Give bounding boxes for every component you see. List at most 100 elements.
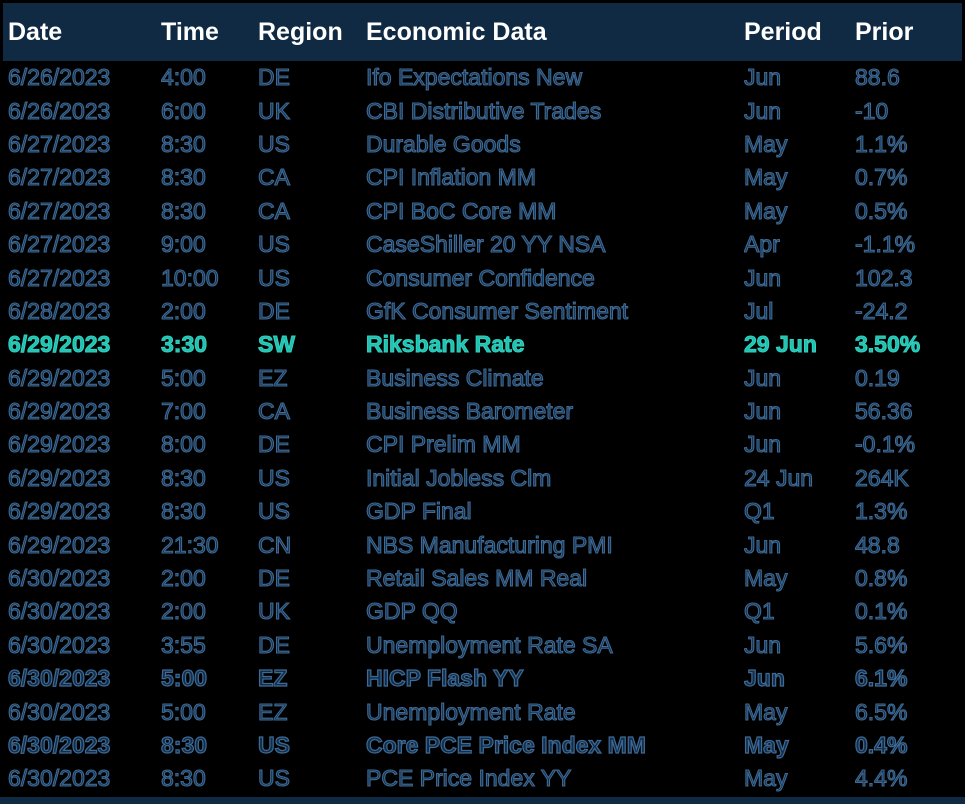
table-row: 6/27/2023 8:30 CA CPI BoC Core MM May 0.… [3, 195, 962, 228]
table-row: 6/30/2023 8:30 US Core PCE Price Index M… [3, 729, 962, 762]
cell-period: Jun [744, 364, 782, 392]
cell-time: 3:30 [161, 331, 208, 358]
cell-prior: 0.1% [855, 598, 908, 625]
cell-economic-data: CBI Distributive Trades [366, 97, 602, 125]
cell-period: Jun [744, 665, 785, 692]
cell-date: 6/28/2023 [8, 297, 111, 325]
cell-date: 6/26/2023 [8, 64, 111, 91]
cell-economic-data: GDP Final [366, 498, 472, 525]
cell-economic-data: PCE Price Index YY [366, 765, 572, 792]
cell-time: 5:00 [161, 698, 206, 726]
cell-economic-data: Durable Goods [366, 130, 521, 158]
cell-period: May [744, 197, 788, 225]
cell-period: May [744, 732, 789, 759]
cell-time: 4:00 [161, 64, 206, 91]
cell-date: 6/30/2023 [8, 598, 111, 625]
cell-date: 6/29/2023 [8, 498, 111, 525]
table-row: 6/30/2023 2:00 DE Retail Sales MM Real M… [3, 562, 962, 595]
cell-prior: 0.5% [855, 197, 908, 225]
cell-region: UK [258, 598, 291, 625]
cell-time: 6:00 [161, 97, 206, 125]
cell-prior: -0.1% [855, 431, 916, 458]
table-row: 6/30/2023 5:00 EZ HICP Flash YY Jun 6.1% [3, 662, 962, 695]
cell-region: CA [258, 197, 291, 225]
cell-time: 3:55 [161, 631, 206, 659]
cell-period: Jul [744, 297, 774, 325]
cell-region: EZ [258, 364, 288, 392]
cell-date: 6/30/2023 [8, 698, 111, 726]
cell-period: Q1 [744, 598, 775, 625]
table-row: 6/29/2023 3:30 SW Riksbank Rate 29 Jun 3… [3, 328, 962, 361]
cell-prior: 6.5% [855, 698, 908, 726]
cell-prior: 0.7% [855, 164, 908, 191]
table-row: 6/29/2023 8:30 US GDP Final Q1 1.3% [3, 495, 962, 528]
table-row: 6/27/2023 10:00 US Consumer Confidence J… [3, 261, 962, 294]
cell-date: 6/29/2023 [8, 398, 111, 425]
cell-economic-data: Unemployment Rate [366, 698, 576, 726]
cell-date: 6/26/2023 [8, 97, 111, 125]
table-row: 6/29/2023 7:00 CA Business Barometer Jun… [3, 395, 962, 428]
table-row: 6/27/2023 8:30 US Durable Goods May 1.1% [3, 128, 962, 161]
cell-time: 8:30 [161, 765, 206, 792]
cell-period: May [744, 765, 788, 792]
table-row: 6/27/2023 8:30 CA CPI Inflation MM May 0… [3, 161, 962, 194]
cell-economic-data: CPI Prelim MM [366, 431, 521, 458]
table-row: 6/26/2023 4:00 DE Ifo Expectations New J… [3, 61, 962, 94]
cell-date: 6/30/2023 [8, 631, 111, 659]
table-row: 6/27/2023 9:00 US CaseShiller 20 YY NSA … [3, 228, 962, 261]
cell-economic-data: Unemployment Rate SA [366, 631, 613, 659]
cell-region: CA [258, 164, 291, 191]
cell-economic-data: NBS Manufacturing PMI [366, 531, 613, 559]
cell-date: 6/27/2023 [8, 164, 111, 191]
cell-date: 6/27/2023 [8, 231, 111, 258]
cell-prior: 264K [855, 464, 909, 492]
table-row: 6/26/2023 6:00 UK CBI Distributive Trade… [3, 94, 962, 127]
cell-region: DE [258, 431, 291, 458]
cell-economic-data: CaseShiller 20 YY NSA [366, 231, 606, 258]
cell-prior: -1.1% [855, 231, 916, 258]
cell-region: US [258, 130, 291, 158]
cell-time: 2:00 [161, 598, 206, 625]
cell-period: Jun [744, 431, 782, 458]
cell-time: 8:30 [161, 464, 206, 492]
cell-prior: 0.8% [855, 565, 908, 592]
table-row: 6/30/2023 3:55 DE Unemployment Rate SA J… [3, 629, 962, 662]
cell-region: US [258, 231, 291, 258]
cell-prior: 56.36 [855, 398, 913, 425]
cell-region: CN [258, 531, 292, 559]
cell-period: May [744, 130, 788, 158]
cell-date: 6/29/2023 [8, 364, 111, 392]
cell-region: US [258, 732, 291, 759]
cell-period: 29 Jun [744, 331, 817, 358]
cell-period: Jun [744, 398, 782, 425]
cell-prior: 6.1% [855, 665, 908, 692]
cell-date: 6/30/2023 [8, 565, 111, 592]
cell-prior: 0.19 [855, 364, 900, 392]
cell-period: May [744, 164, 788, 191]
table-row: 6/29/2023 8:00 DE CPI Prelim MM Jun -0.1… [3, 428, 962, 461]
cell-region: UK [258, 97, 291, 125]
cell-period: May [744, 698, 788, 726]
cell-date: 6/27/2023 [8, 264, 111, 292]
cell-period: Jun [744, 631, 782, 659]
column-header-date: Date [8, 17, 63, 46]
cell-time: 2:00 [161, 297, 206, 325]
cell-prior: -10 [855, 97, 889, 125]
cell-period: Q1 [744, 498, 775, 525]
table-header-row: Date Time Region Economic Data Period Pr… [3, 3, 962, 61]
cell-prior: 48.8 [855, 531, 900, 559]
column-header-prior: Prior [855, 17, 914, 46]
cell-prior: 5.6% [855, 631, 908, 659]
column-header-time: Time [161, 17, 219, 46]
table-row: 6/29/2023 8:30 US Initial Jobless Clm 24… [3, 462, 962, 495]
cell-prior: 102.3 [855, 264, 913, 292]
cell-period: Jun [744, 97, 782, 125]
cell-region: DE [258, 64, 291, 91]
cell-region: DE [258, 297, 291, 325]
cell-economic-data: CPI BoC Core MM [366, 197, 557, 225]
cell-economic-data: Ifo Expectations New [366, 64, 583, 91]
table-body: 6/26/2023 4:00 DE Ifo Expectations New J… [3, 61, 962, 796]
cell-economic-data: HICP Flash YY [366, 665, 524, 692]
cell-economic-data: Riksbank Rate [366, 331, 525, 358]
